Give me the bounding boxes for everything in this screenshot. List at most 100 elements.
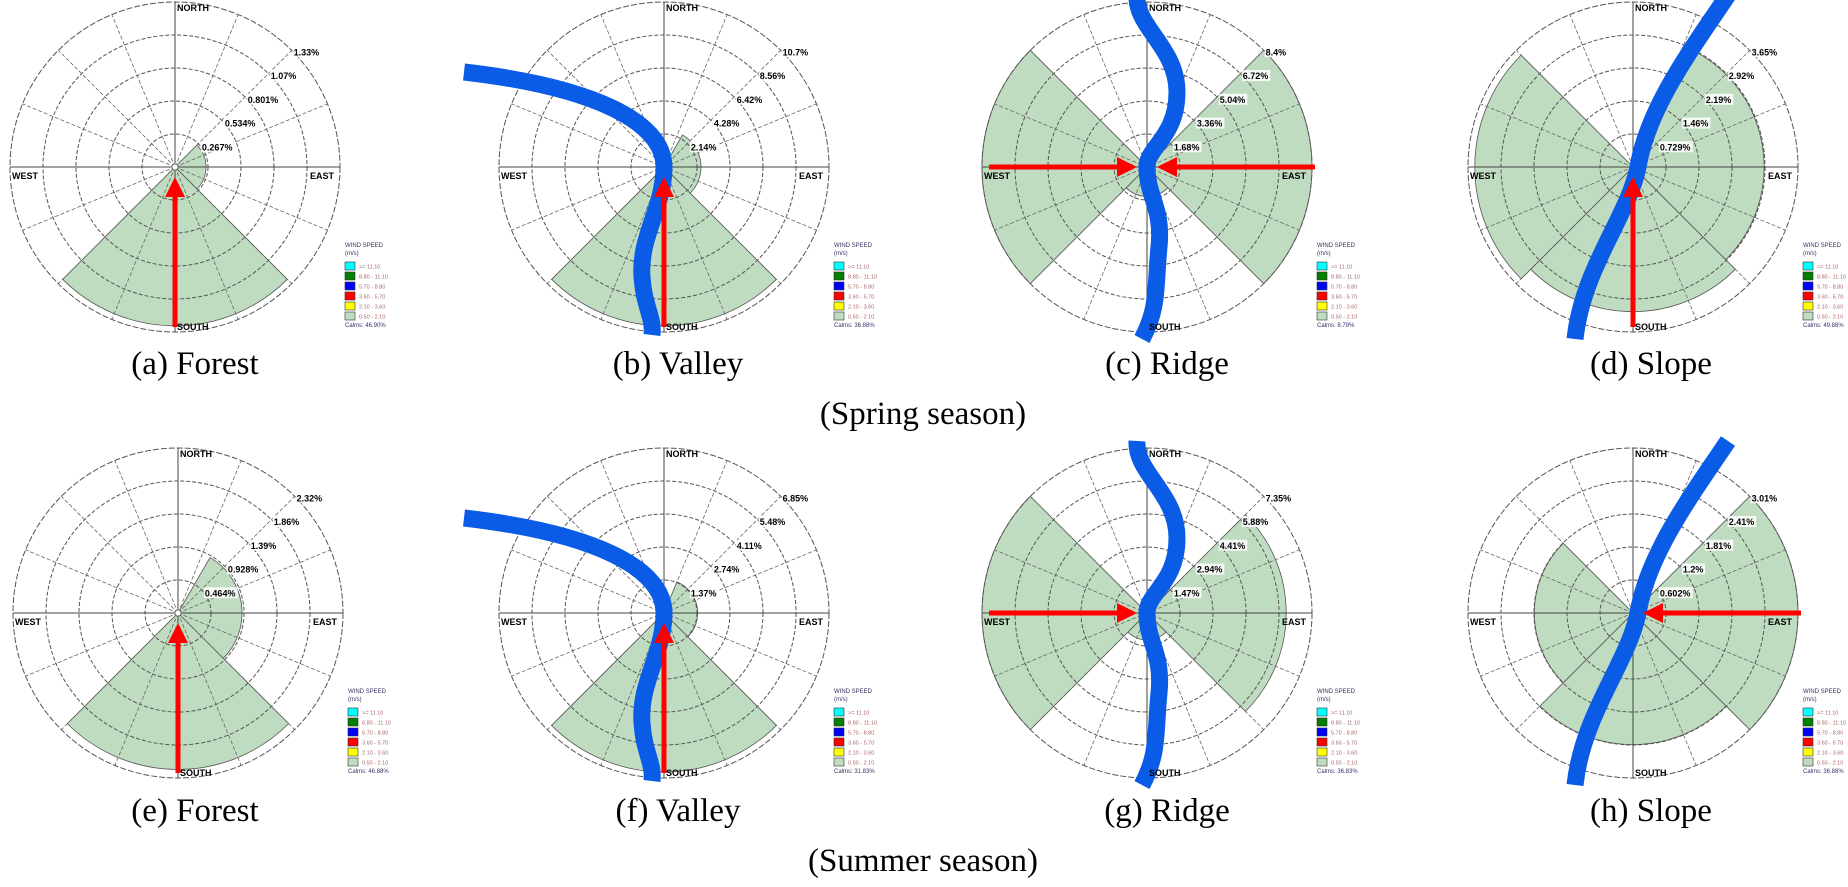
legend-swatch	[1316, 261, 1328, 271]
south-label: SOUTH	[180, 768, 212, 778]
ring-label-bg	[1218, 93, 1248, 105]
legend-swatch	[344, 291, 356, 301]
ring-label-bg	[758, 516, 788, 528]
season-label-spring: (Spring season)	[819, 396, 1027, 432]
direction-spoke	[1146, 612, 1264, 730]
ring-label-bg	[1195, 563, 1225, 575]
ring-label-bg	[1241, 516, 1271, 528]
legend-swatch	[833, 737, 845, 747]
ring-label: 5.48%	[760, 517, 786, 527]
direction-spoke	[177, 460, 242, 614]
wind-rose-svg: 0.602% 1.2% 1.81% 2.41% 3.01% NORTH SOUTH WEST E…	[1467, 436, 1846, 787]
legend-unit: (m/s)	[1803, 697, 1817, 703]
ring-label: 6.42%	[737, 95, 763, 105]
west-label: WEST	[12, 171, 39, 181]
direction-spoke	[663, 612, 817, 677]
legend-bin-label: 8.80 - 11.10	[848, 275, 877, 281]
south-label: SOUTH	[1149, 322, 1181, 332]
ring-label: 1.39%	[251, 541, 277, 551]
river-course	[1566, 436, 1736, 787]
legend-bin-label: >= 11.10	[359, 265, 380, 271]
ring-label-bg	[1658, 141, 1693, 153]
legend-bin-label: 8.80 - 11.10	[1817, 275, 1846, 281]
direction-spoke	[1030, 50, 1148, 168]
legend-bin-label: >= 11.10	[1331, 265, 1352, 271]
calms-label: Calms: 49.88%	[1803, 323, 1844, 329]
legend-swatch	[1316, 301, 1328, 311]
calm-center	[171, 163, 179, 171]
ring-label-bg	[1172, 141, 1202, 153]
ring-label: 1.07%	[271, 71, 297, 81]
ring-label-bg	[295, 492, 325, 504]
legend-unit: (m/s)	[348, 697, 362, 703]
direction-spoke	[1480, 103, 1634, 168]
legend-bin-label: 0.50 - 2.10	[848, 761, 874, 767]
legend-swatch	[1802, 271, 1814, 281]
direction-spoke	[58, 50, 176, 168]
legend-swatch	[347, 757, 359, 767]
north-label: NORTH	[666, 3, 698, 13]
ring-label-bg	[781, 46, 811, 58]
ring-label: 2.92%	[1729, 71, 1755, 81]
legend-swatch	[1316, 747, 1328, 757]
direction-spoke	[177, 612, 331, 677]
east-label: EAST	[313, 617, 338, 627]
ring-label: 1.33%	[294, 47, 320, 57]
legend-swatch	[1316, 281, 1328, 291]
direction-spoke	[663, 14, 728, 168]
ring-label-bg	[1658, 587, 1693, 599]
legend-bin-label: 8.80 - 11.10	[1817, 721, 1846, 727]
ring-label: 2.19%	[1706, 95, 1732, 105]
caption-a: (a) Forest	[131, 346, 259, 382]
direction-spoke	[994, 166, 1148, 231]
calms-label: Calms: 46.88%	[348, 769, 389, 775]
south-label: SOUTH	[666, 322, 698, 332]
legend-swatch	[347, 737, 359, 747]
calms-label: Calms: 36.83%	[1317, 769, 1358, 775]
legend-bin-label: 3.60 - 5.70	[1331, 741, 1357, 747]
legend-swatch	[344, 311, 356, 321]
legend-bin-label: 5.70 - 8.80	[362, 731, 388, 737]
legend-bin-label: >= 11.10	[848, 711, 869, 717]
west-label: WEST	[15, 617, 42, 627]
direction-spoke	[1569, 460, 1634, 614]
legend-unit: (m/s)	[834, 697, 848, 703]
caption-g: (g) Ridge	[1104, 793, 1230, 829]
legend-swatch	[1802, 291, 1814, 301]
river-course	[1128, 0, 1186, 343]
direction-spoke	[1632, 166, 1697, 320]
ring-label: 2.32%	[297, 493, 323, 503]
calms-label: Calms: 31.83%	[834, 769, 875, 775]
legend-swatch	[347, 707, 359, 717]
legend-swatch	[347, 747, 359, 757]
legend-swatch	[344, 281, 356, 291]
ring-label: 1.68%	[1174, 142, 1200, 152]
legend-swatch	[1802, 311, 1814, 321]
legend-swatch	[347, 717, 359, 727]
legend-bin-label: >= 11.10	[362, 711, 383, 717]
wind-speed-legend: WIND SPEED (m/s) >= 11.10 8.80 - 11.10 5.70 …	[833, 243, 877, 329]
direction-spoke	[1632, 612, 1750, 730]
direction-spoke	[1632, 549, 1786, 614]
direction-spoke	[1480, 166, 1634, 231]
ring-label: 2.41%	[1729, 517, 1755, 527]
ring-label: 0.534%	[225, 119, 256, 129]
south-label: SOUTH	[1149, 768, 1181, 778]
legend-title: WIND SPEED	[834, 689, 873, 695]
legend-swatch	[1802, 727, 1814, 737]
direction-spoke	[663, 103, 817, 168]
direction-spoke	[1146, 103, 1300, 168]
caption-c: (c) Ridge	[1105, 346, 1229, 382]
ring-label: 1.81%	[1706, 541, 1732, 551]
legend-bin-label: 0.50 - 2.10	[1331, 761, 1357, 767]
direction-spoke	[663, 612, 781, 730]
direction-spoke	[58, 166, 176, 284]
ring-label: 0.801%	[248, 95, 279, 105]
direction-spoke	[25, 612, 179, 677]
legend-bin-label: 2.10 - 3.60	[362, 751, 388, 757]
direction-spoke	[1030, 496, 1148, 614]
direction-spoke	[1480, 612, 1634, 677]
caption-h: (h) Slope	[1590, 793, 1712, 829]
west-label: WEST	[1470, 171, 1497, 181]
legend-bin-label: 2.10 - 3.60	[359, 305, 385, 311]
